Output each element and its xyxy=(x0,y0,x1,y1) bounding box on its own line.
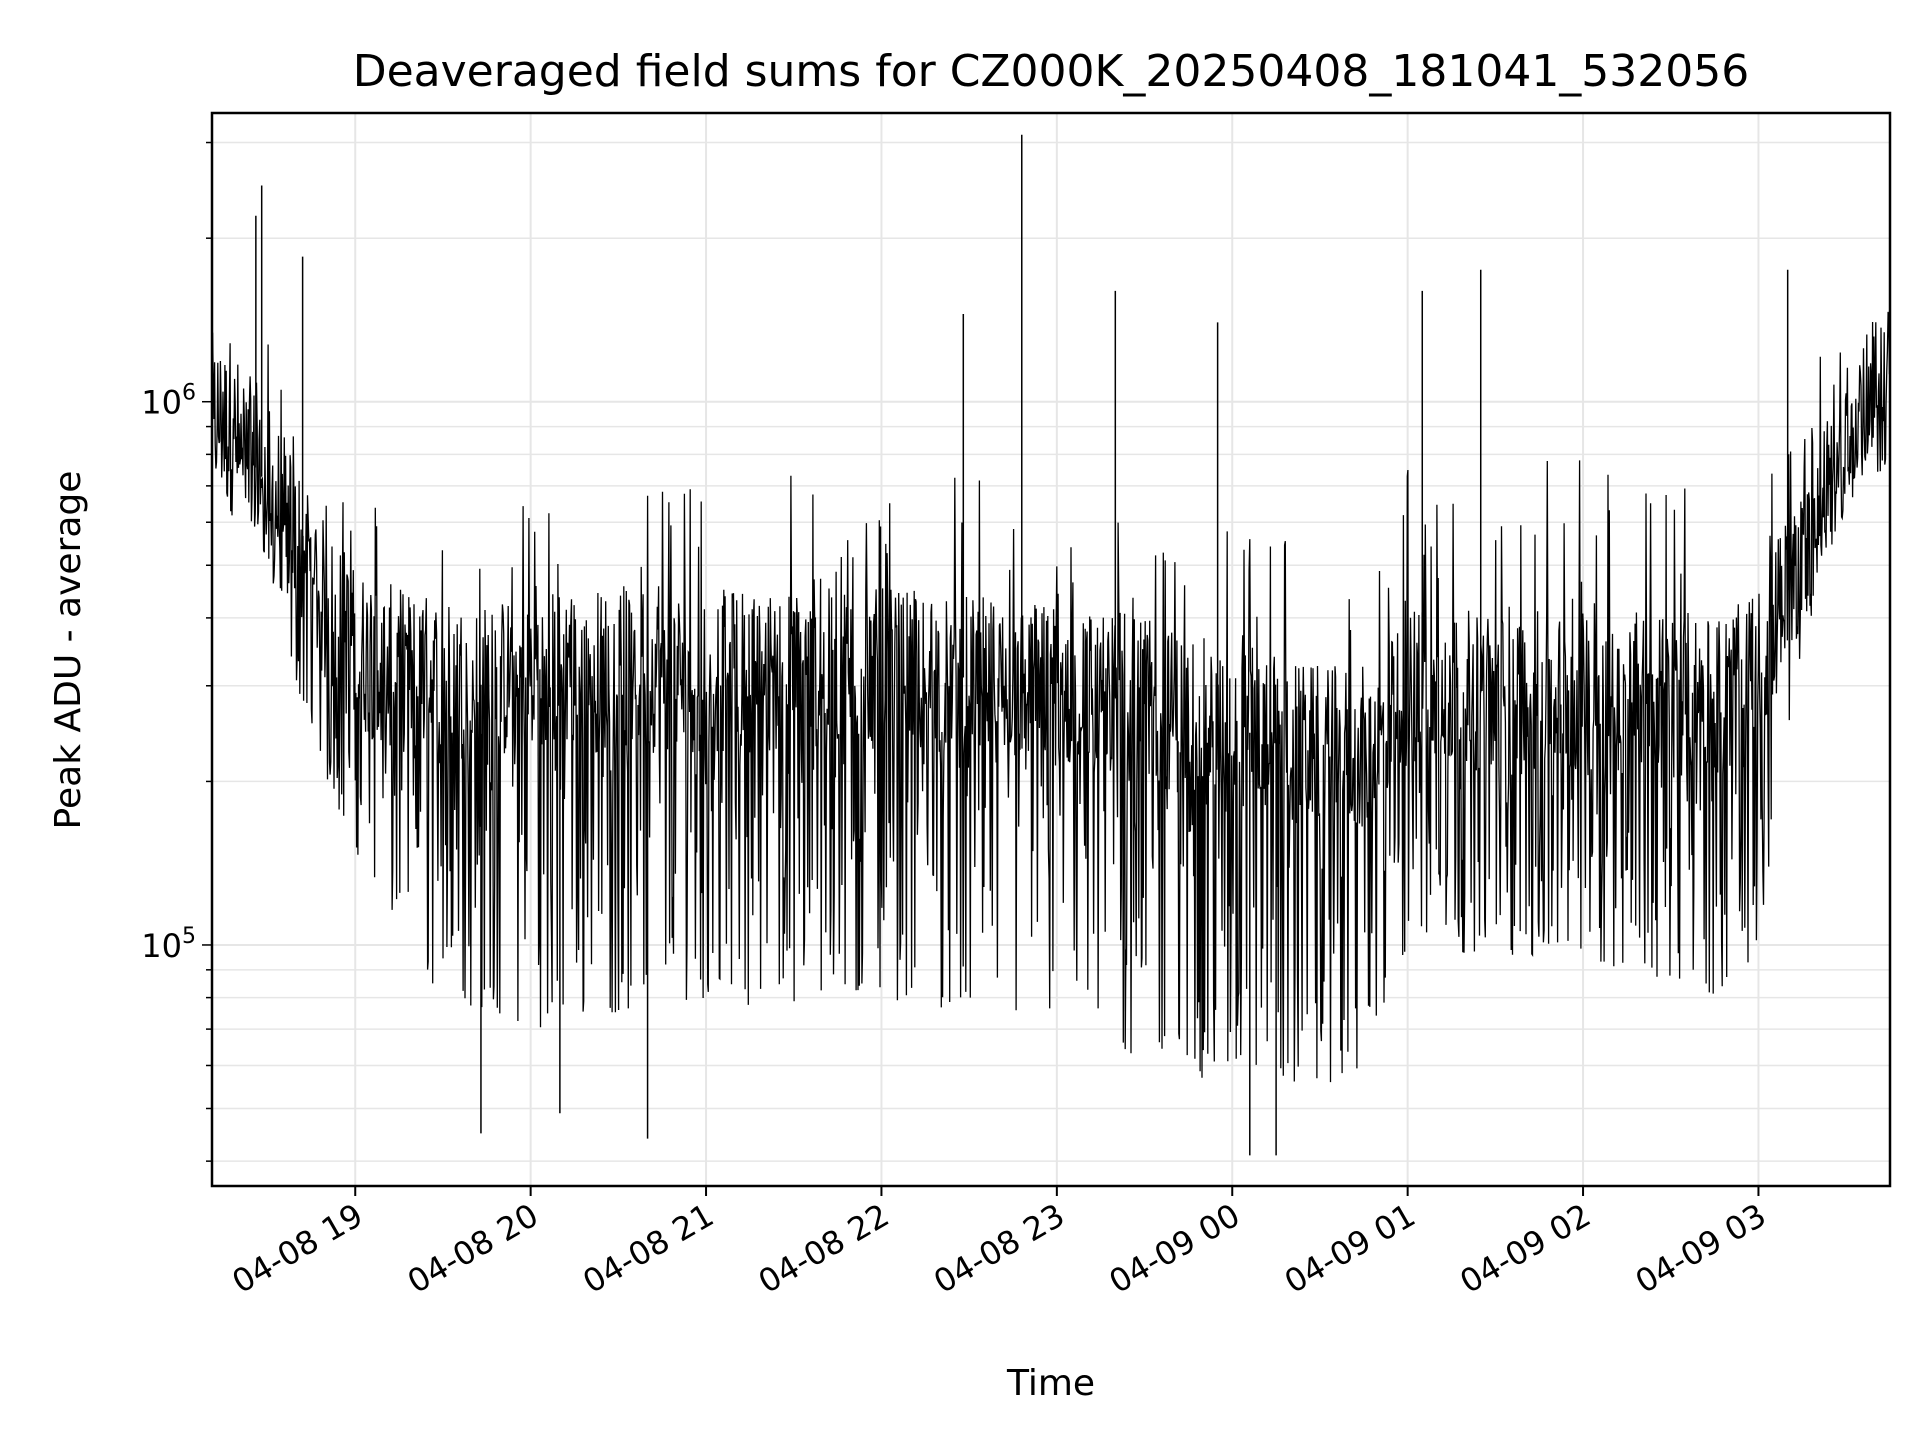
y-axis-title: Peak ADU - average xyxy=(48,471,89,830)
plot-frame xyxy=(210,111,1892,1188)
y-tick-label: 105 xyxy=(141,924,196,965)
y-axis: 105 106 xyxy=(141,141,212,1162)
series-line xyxy=(211,311,1891,1083)
y-tick-label: 106 xyxy=(141,381,196,422)
x-axis-title: Time xyxy=(1006,1363,1095,1404)
data-series xyxy=(211,134,1891,1156)
chart-title: Deaveraged field sums for CZ000K_2025040… xyxy=(353,46,1750,97)
